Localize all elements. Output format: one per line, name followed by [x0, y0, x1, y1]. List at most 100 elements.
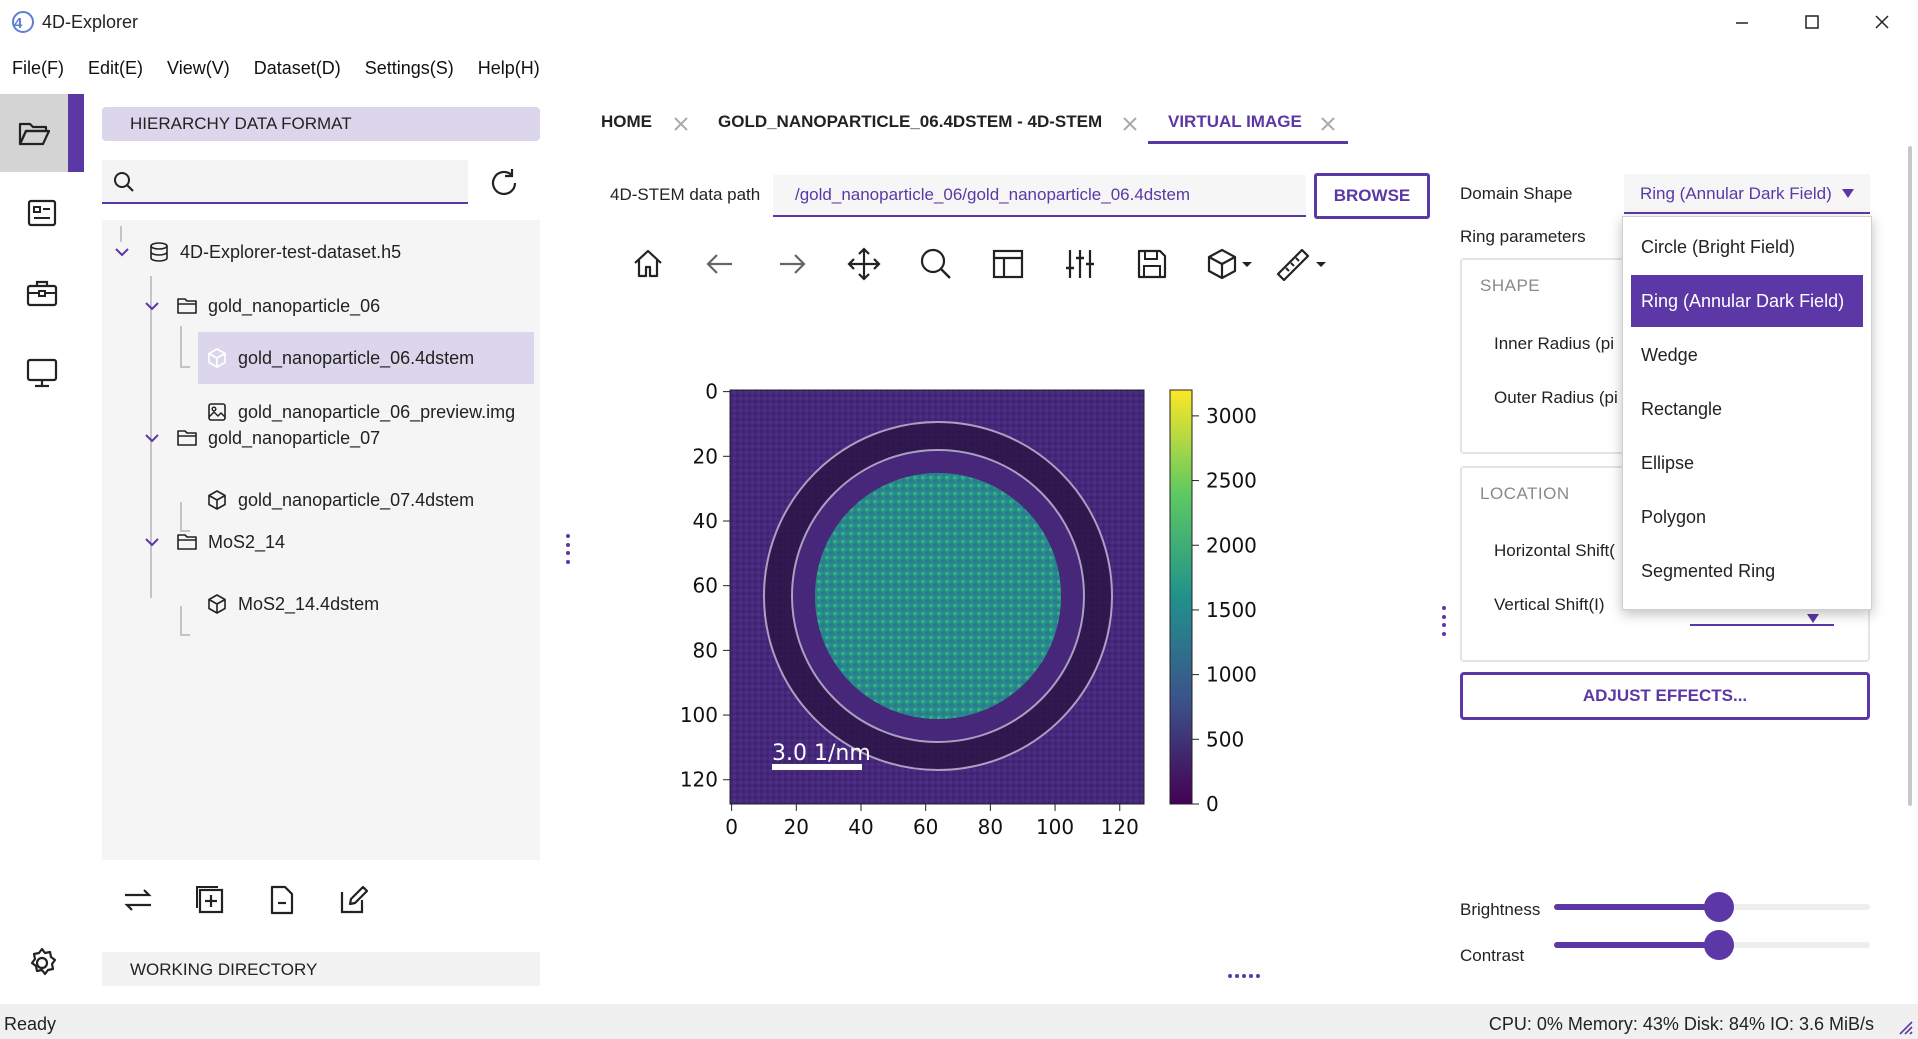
edit-icon	[338, 884, 370, 916]
plot-home-button[interactable]	[626, 242, 670, 286]
settings-button[interactable]	[0, 924, 84, 1002]
contrast-slider-thumb[interactable]	[1704, 930, 1734, 960]
location-group-title: LOCATION	[1480, 484, 1570, 503]
plot-pan-button[interactable]	[842, 242, 886, 286]
y-tick-label: 80	[693, 638, 718, 662]
swap-arrows-icon	[121, 885, 155, 915]
dropdown-option-segmented-ring[interactable]: Segmented Ring	[1641, 561, 1776, 581]
svg-text:4: 4	[14, 15, 23, 32]
refresh-icon	[487, 166, 521, 200]
menu-dataset[interactable]: Dataset(D)	[253, 58, 341, 78]
chevron-down-icon[interactable]	[142, 532, 162, 552]
chevron-down-icon[interactable]	[142, 296, 162, 316]
menu-edit[interactable]: Edit(E)	[88, 58, 144, 78]
dropdown-option-ring[interactable]: Ring (Annular Dark Field)	[1631, 275, 1863, 327]
tree-item-file[interactable]: MoS2_14.4dstem	[206, 578, 379, 630]
menu-help[interactable]: Help(H)	[477, 58, 540, 78]
plot-measure-menu-button[interactable]	[1274, 242, 1330, 286]
domain-shape-value: Ring (Annular Dark Field)	[1640, 184, 1832, 203]
working-directory-header[interactable]: WORKING DIRECTORY	[102, 952, 540, 986]
swap-button[interactable]	[116, 878, 160, 922]
brightness-slider-thumb[interactable]	[1704, 892, 1734, 922]
close-icon[interactable]	[1120, 114, 1140, 134]
tree-item-folder[interactable]: gold_nanoparticle_07	[176, 412, 380, 464]
tree-item-label: 4D-Explorer-test-dataset.h5	[180, 241, 402, 262]
outer-radius-label: Outer Radius (pi	[1494, 388, 1618, 407]
zoom-icon	[918, 246, 954, 282]
plot-layout-button[interactable]	[986, 242, 1030, 286]
tab-virtual-image[interactable]: VIRTUAL IMAGE	[1168, 112, 1302, 131]
domain-shape-select[interactable]: Ring (Annular Dark Field)	[1624, 174, 1870, 214]
browse-button[interactable]: BROWSE	[1314, 173, 1430, 219]
menu-settings[interactable]: Settings(S)	[364, 58, 454, 78]
data-path-input[interactable]: /gold_nanoparticle_06/gold_nanoparticle_…	[773, 175, 1306, 217]
resize-grip-icon[interactable]	[1894, 1016, 1914, 1036]
domain-shape-dropdown: Circle (Bright Field) Ring (Annular Dark…	[1622, 216, 1872, 610]
plot-adjust-button[interactable]	[1058, 242, 1102, 286]
dropdown-arrow-icon	[1841, 187, 1855, 199]
tree-item-label: gold_nanoparticle_07	[208, 427, 381, 448]
tree-item-folder[interactable]: gold_nanoparticle_06	[176, 280, 380, 332]
add-dataset-button[interactable]	[188, 878, 232, 922]
plot-3d-menu-button[interactable]	[1202, 242, 1258, 286]
plot-back-button[interactable]	[698, 242, 742, 286]
save-icon	[1134, 246, 1170, 282]
edit-button[interactable]	[332, 878, 376, 922]
left-splitter-handle[interactable]	[566, 534, 570, 564]
vertical-shift-input[interactable]	[1690, 624, 1834, 626]
plot-zoom-button[interactable]	[914, 242, 958, 286]
activity-explorer-button[interactable]	[0, 94, 84, 172]
maximize-button[interactable]	[1782, 6, 1842, 38]
dropdown-option-wedge[interactable]: Wedge	[1641, 345, 1698, 365]
menu-view[interactable]: View(V)	[167, 58, 230, 78]
y-tick-label: 60	[693, 574, 718, 598]
right-panel-scrollbar[interactable]	[1908, 146, 1912, 806]
active-tab-indicator	[1148, 141, 1348, 144]
chevron-down-icon[interactable]	[142, 428, 162, 448]
activity-monitor-button[interactable]	[0, 334, 84, 412]
close-icon[interactable]	[671, 114, 691, 134]
tree-item-folder[interactable]: MoS2_14	[176, 516, 285, 568]
colorbar-tick-label: 2000	[1206, 533, 1257, 557]
activity-toolbox-button[interactable]	[0, 254, 84, 332]
tree-item-file[interactable]: gold_nanoparticle_06_preview.img	[206, 386, 515, 438]
close-window-button[interactable]	[1852, 6, 1912, 38]
title-bar	[0, 0, 1918, 44]
tab-home[interactable]: HOME	[601, 112, 652, 131]
window-title: 4D-Explorer	[42, 12, 139, 32]
plot-save-button[interactable]	[1130, 242, 1174, 286]
x-tick-label: 120	[1101, 815, 1139, 839]
refresh-button[interactable]	[482, 162, 526, 204]
menu-bar: File(F) Edit(E) View(V) Dataset(D) Setti…	[0, 54, 552, 84]
close-icon[interactable]	[1318, 114, 1338, 134]
tree-item-selected[interactable]: gold_nanoparticle_06.4dstem	[198, 332, 534, 384]
hdf-panel-header: HIERARCHY DATA FORMAT	[102, 107, 540, 141]
dropdown-option-ellipse[interactable]: Ellipse	[1641, 453, 1695, 473]
dropdown-option-circle[interactable]: Circle (Bright Field)	[1641, 237, 1796, 257]
dropdown-option-rectangle[interactable]: Rectangle	[1641, 399, 1723, 419]
minimize-button[interactable]	[1712, 6, 1772, 38]
right-splitter-handle[interactable]	[1442, 606, 1446, 636]
cube-icon	[206, 489, 228, 511]
y-tick-label: 40	[693, 509, 718, 533]
adjust-effects-button[interactable]: ADJUST EFFECTS...	[1460, 672, 1870, 720]
virtual-image-plot[interactable]: 3.0 1/nm 0 20 40 60 80 100 120 0 20 40 60 80 100 120…	[640, 370, 1340, 930]
inner-radius-label: Inner Radius (pi	[1494, 334, 1615, 353]
activity-details-button[interactable]	[0, 174, 84, 252]
bottom-splitter-handle[interactable]	[1228, 974, 1260, 978]
move-icon	[846, 246, 882, 282]
list-card-icon	[26, 198, 58, 228]
tab-4dstem[interactable]: GOLD_NANOPARTICLE_06.4DSTEM - 4D-STEM	[718, 112, 1103, 131]
y-tick-label: 120	[680, 768, 718, 792]
dropdown-option-polygon[interactable]: Polygon	[1641, 507, 1707, 527]
tree-item-file[interactable]: gold_nanoparticle_07.4dstem	[206, 474, 474, 526]
remove-file-button[interactable]	[260, 878, 304, 922]
menu-file[interactable]: File(F)	[12, 58, 64, 78]
tree-item-dataset[interactable]: 4D-Explorer-test-dataset.h5	[148, 226, 401, 278]
search-input[interactable]	[102, 160, 468, 204]
x-tick-label: 100	[1036, 815, 1074, 839]
contrast-label: Contrast	[1460, 946, 1525, 965]
colorbar-tick-label: 2500	[1206, 469, 1257, 493]
plot-forward-button[interactable]	[770, 242, 814, 286]
chevron-down-icon[interactable]	[112, 242, 132, 262]
